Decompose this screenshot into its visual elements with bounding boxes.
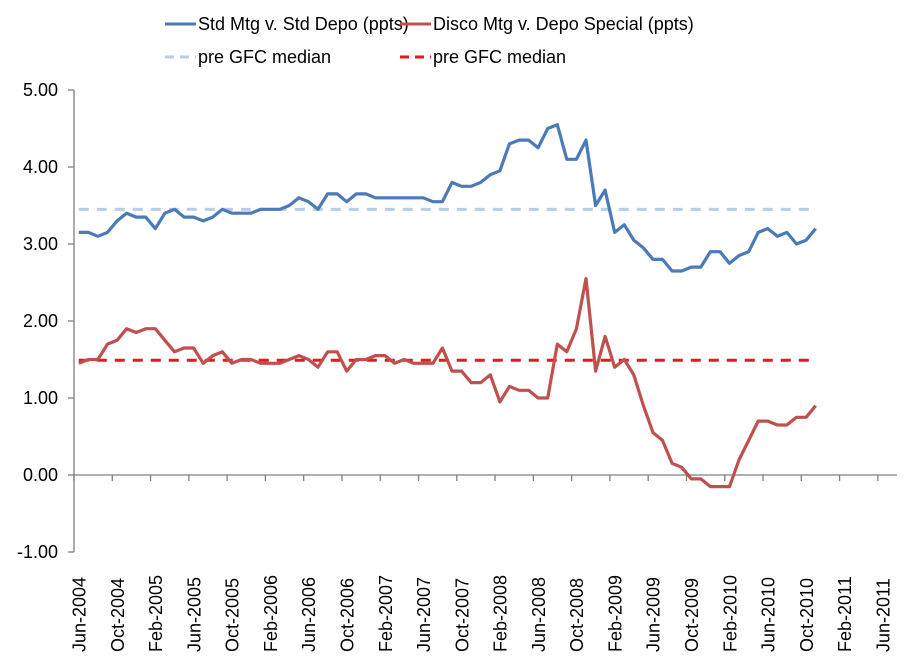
legend-item-std-mtg: Std Mtg v. Std Depo (ppts) — [165, 14, 409, 34]
y-tick-label: 3.00 — [23, 234, 58, 254]
x-tick-label: Jun-2007 — [414, 577, 434, 652]
x-tick-label: Jun-2009 — [644, 577, 664, 652]
legend-item-median-blue: pre GFC median — [165, 47, 331, 67]
x-tick-label: Jun-2010 — [759, 577, 779, 652]
x-axis-tick-labels: Jun-2004 Oct-2004 Feb-2005 Jun-2005 Oct-2005… — [70, 575, 894, 652]
x-tick-label: Jun-2006 — [299, 577, 319, 652]
legend-label: pre GFC median — [433, 47, 566, 67]
x-tick-label: Jun-2005 — [184, 577, 204, 652]
x-tick-label: Jun-2004 — [70, 577, 90, 652]
axes — [68, 89, 897, 553]
x-tick-label: Feb-2006 — [261, 575, 281, 652]
series-group — [78, 123, 817, 489]
y-tick-label: 1.00 — [23, 388, 58, 408]
legend-label: Std Mtg v. Std Depo (ppts) — [198, 14, 409, 34]
legend-label: pre GFC median — [198, 47, 331, 67]
y-tick-label: 2.00 — [23, 311, 58, 331]
legend-item-disco-mtg: Disco Mtg v. Depo Special (ppts) — [400, 14, 694, 34]
series-line-0 — [78, 123, 817, 273]
x-tick-label: Oct-2005 — [223, 578, 243, 652]
legend-label: Disco Mtg v. Depo Special (ppts) — [433, 14, 694, 34]
legend-item-median-red: pre GFC median — [400, 47, 566, 67]
x-tick-label: Oct-2006 — [337, 578, 357, 652]
y-tick-label: -1.00 — [17, 542, 58, 562]
y-tick-label: 5.00 — [23, 80, 58, 100]
x-tick-label: Oct-2007 — [452, 578, 472, 652]
x-tick-label: Jun-2008 — [529, 577, 549, 652]
legend: Std Mtg v. Std Depo (ppts) Disco Mtg v. … — [165, 14, 694, 67]
x-tick-label: Feb-2007 — [376, 575, 396, 652]
x-tick-label: Feb-2008 — [491, 575, 511, 652]
x-tick-label: Oct-2010 — [797, 578, 817, 652]
x-tick-label: Feb-2005 — [146, 575, 166, 652]
y-tick-label: 0.00 — [23, 465, 58, 485]
x-tick-label: Oct-2009 — [682, 578, 702, 652]
x-tick-label: Oct-2004 — [108, 578, 128, 652]
x-tick-label: Oct-2008 — [567, 578, 587, 652]
x-tick-label: Jun-2011 — [873, 578, 893, 652]
y-tick-label: 4.00 — [23, 157, 58, 177]
series-line-1 — [78, 277, 817, 489]
x-tick-label: Feb-2011 — [835, 576, 855, 652]
x-tick-label: Feb-2009 — [605, 575, 625, 652]
x-tick-label: Feb-2010 — [720, 575, 740, 652]
y-axis-tick-labels: 5.00 4.00 3.00 2.00 1.00 0.00 -1.00 — [17, 80, 58, 562]
